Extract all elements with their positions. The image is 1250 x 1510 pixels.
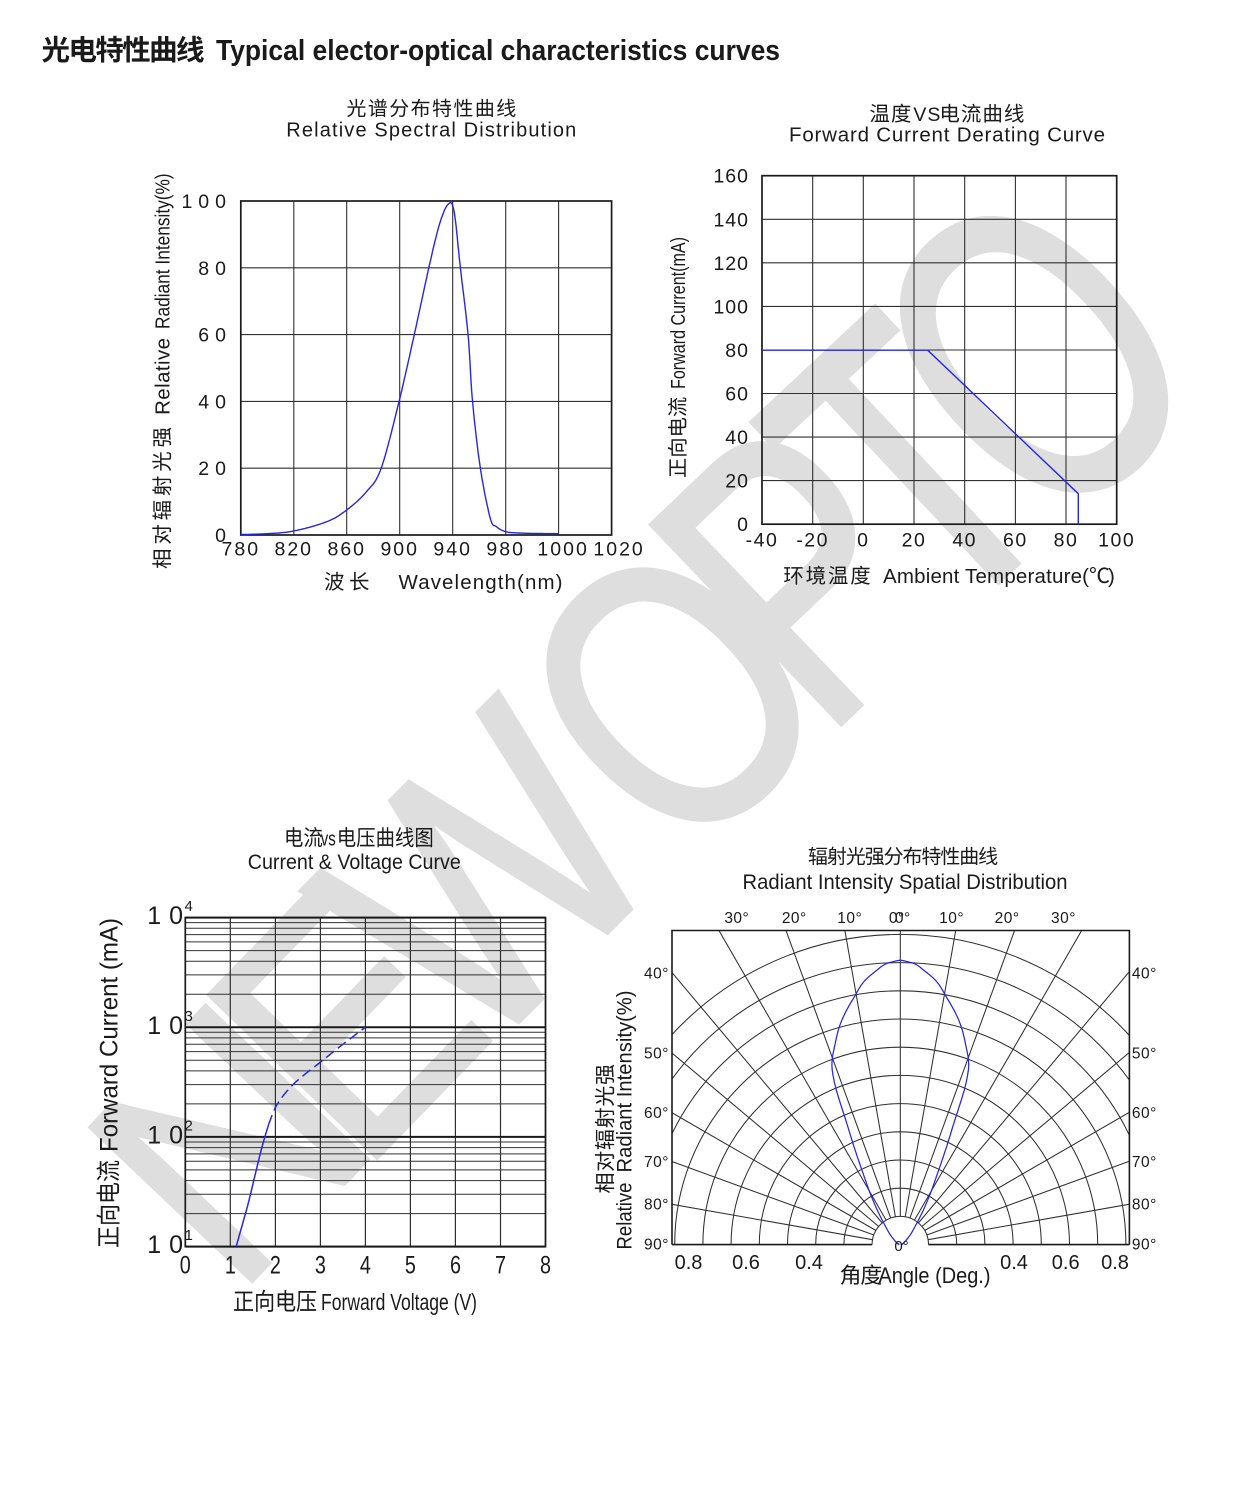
svg-text:5: 5	[405, 1252, 416, 1280]
svg-text:Radiant Intensity Spatial Dist: Radiant Intensity Spatial Distribution	[743, 871, 1068, 894]
svg-text:90°: 90°	[1132, 1237, 1157, 1254]
svg-text:40: 40	[952, 530, 977, 552]
svg-text:7: 7	[495, 1252, 506, 1280]
svg-text:1: 1	[185, 1227, 193, 1244]
svg-text:100: 100	[713, 296, 749, 318]
svg-text:Forward Current (mA): Forward Current (mA)	[96, 918, 124, 1152]
svg-text:Angle (Deg.): Angle (Deg.)	[879, 1263, 991, 1288]
svg-text:-40: -40	[746, 530, 779, 552]
svg-text:Relative Spectral Distribution: Relative Spectral Distribution	[286, 120, 576, 142]
svg-text:Relative: Relative	[152, 338, 175, 415]
svg-text:860: 860	[327, 539, 366, 561]
svg-text:40°: 40°	[644, 965, 669, 982]
svg-text:20°: 20°	[995, 910, 1020, 927]
svg-text:10: 10	[147, 1231, 191, 1259]
svg-text:60°: 60°	[1132, 1105, 1157, 1122]
svg-text:8: 8	[540, 1252, 551, 1280]
svg-text:10: 10	[147, 902, 191, 930]
svg-text:60: 60	[198, 325, 232, 347]
svg-text:20: 20	[725, 471, 749, 493]
svg-text:10: 10	[147, 1121, 191, 1149]
svg-text:20°: 20°	[782, 910, 807, 927]
svg-text:160: 160	[713, 166, 749, 188]
svg-text:20: 20	[198, 458, 232, 480]
svg-text:900: 900	[380, 539, 419, 561]
svg-text:40°: 40°	[1132, 965, 1157, 982]
svg-text:0.6: 0.6	[732, 1252, 760, 1274]
svg-text:Relative: Relative	[613, 1183, 637, 1250]
svg-text:30°: 30°	[724, 910, 749, 927]
svg-text:100: 100	[1098, 530, 1135, 552]
svg-text:6: 6	[450, 1252, 461, 1280]
svg-text:Forward Current Derating Curve: Forward Current Derating Curve	[789, 124, 1105, 147]
svg-text:70°: 70°	[644, 1154, 669, 1171]
svg-text:120: 120	[713, 253, 749, 275]
svg-text:30°: 30°	[1051, 910, 1076, 927]
svg-text:20: 20	[902, 530, 927, 552]
svg-text:100: 100	[181, 191, 232, 213]
svg-text:Radiant Intensity(%): Radiant Intensity(%)	[613, 991, 637, 1173]
svg-text:1020: 1020	[593, 539, 644, 561]
svg-text:60°: 60°	[644, 1105, 669, 1122]
svg-text:1000: 1000	[537, 539, 588, 561]
svg-text:10°: 10°	[939, 910, 964, 927]
svg-text:0.4: 0.4	[795, 1252, 823, 1274]
svg-text:60: 60	[725, 384, 749, 406]
svg-text:Wavelength(nm): Wavelength(nm)	[399, 571, 563, 594]
svg-text:): )	[1108, 565, 1115, 588]
svg-text:-20: -20	[796, 530, 829, 552]
svg-text:0°: 0°	[895, 910, 911, 927]
svg-text:60: 60	[1003, 530, 1028, 552]
svg-text:0: 0	[180, 1252, 191, 1280]
svg-text:Current & Voltage Curve: Current & Voltage Curve	[248, 850, 461, 874]
svg-text:0°: 0°	[889, 910, 905, 927]
svg-text:Forward Voltage (V): Forward Voltage (V)	[321, 1289, 477, 1315]
svg-text:0: 0	[857, 530, 869, 552]
svg-text:0: 0	[215, 525, 232, 547]
svg-text:0.6: 0.6	[1052, 1252, 1080, 1274]
svg-text:10°: 10°	[837, 910, 862, 927]
svg-text:40: 40	[198, 391, 232, 413]
svg-text:90°: 90°	[644, 1237, 669, 1254]
svg-text:940: 940	[433, 539, 472, 561]
svg-text:4: 4	[360, 1252, 371, 1280]
svg-text:70°: 70°	[1132, 1154, 1157, 1171]
svg-text:50°: 50°	[644, 1046, 669, 1063]
svg-text:vs: vs	[321, 829, 336, 851]
svg-text:0: 0	[737, 514, 749, 536]
svg-text:820: 820	[274, 539, 313, 561]
svg-text:80°: 80°	[644, 1196, 669, 1213]
svg-text:VS: VS	[913, 104, 941, 126]
svg-text:2: 2	[185, 1117, 193, 1134]
svg-text:Radiant Intensity(%): Radiant Intensity(%)	[152, 173, 175, 329]
svg-text:0.8: 0.8	[1101, 1252, 1129, 1274]
svg-text:80: 80	[198, 258, 232, 280]
svg-text:780: 780	[222, 539, 261, 561]
svg-text:10: 10	[147, 1012, 191, 1040]
svg-text:980: 980	[486, 539, 525, 561]
svg-text:0.4: 0.4	[1000, 1252, 1028, 1274]
svg-text:Ambient Temperature(: Ambient Temperature(	[883, 565, 1089, 588]
svg-text:4: 4	[185, 898, 193, 915]
svg-text:50°: 50°	[1132, 1046, 1157, 1063]
svg-text:80: 80	[725, 340, 749, 362]
svg-text:40: 40	[725, 427, 749, 449]
svg-text:1: 1	[225, 1252, 236, 1280]
svg-text:0°: 0°	[894, 1238, 908, 1255]
svg-text:2: 2	[270, 1252, 281, 1280]
svg-text:3: 3	[185, 1008, 193, 1025]
svg-text:80°: 80°	[1132, 1196, 1157, 1213]
svg-text:3: 3	[315, 1252, 326, 1280]
svg-text:140: 140	[713, 209, 749, 231]
svg-text:80: 80	[1054, 530, 1079, 552]
svg-text:0.8: 0.8	[675, 1252, 703, 1274]
svg-text:Typical elector-optical charac: Typical elector-optical characteristics …	[216, 35, 780, 67]
svg-text:Forward Current(mA): Forward Current(mA)	[668, 237, 690, 389]
